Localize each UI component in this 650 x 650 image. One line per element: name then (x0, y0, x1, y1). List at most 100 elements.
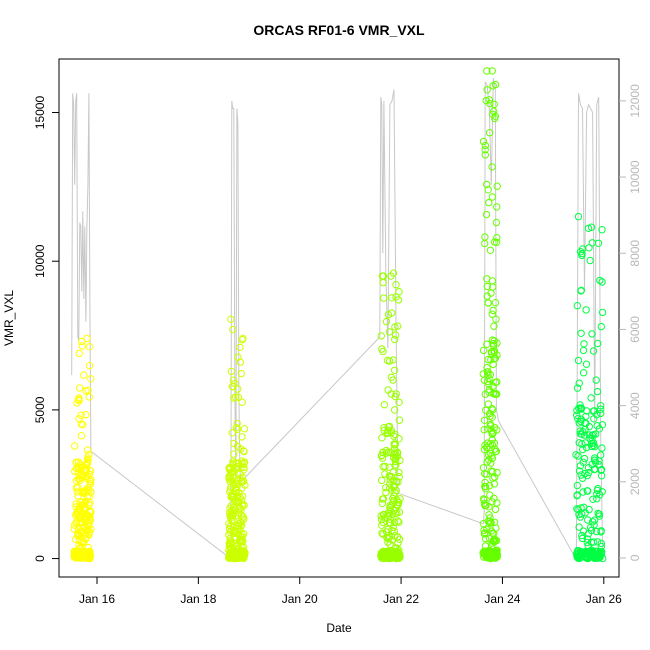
data-point (479, 137, 488, 146)
data-point (481, 151, 489, 159)
data-point (382, 484, 390, 492)
data-point (228, 467, 236, 476)
data-point (479, 520, 488, 528)
x-tick-label: Jan 18 (180, 592, 216, 606)
data-point (229, 481, 238, 489)
data-point (489, 306, 497, 315)
data-point (481, 547, 490, 555)
data-point (590, 465, 598, 474)
altitude-line-layer (71, 77, 604, 560)
data-point (384, 525, 392, 533)
data-point (486, 420, 495, 429)
data-point (75, 530, 83, 538)
data-point (574, 212, 583, 221)
data-point (483, 282, 491, 291)
data-point (487, 459, 495, 467)
data-point (579, 346, 588, 355)
data-point (394, 296, 403, 304)
data-point (229, 459, 238, 468)
data-point (597, 402, 605, 410)
data-point (227, 553, 235, 561)
data-point (231, 379, 239, 388)
data-point (486, 440, 495, 448)
data-point (488, 67, 496, 75)
data-point (392, 461, 400, 469)
data-point (230, 439, 238, 448)
data-point (76, 476, 84, 485)
data-point (238, 398, 246, 406)
data-point (487, 289, 495, 297)
data-point (583, 487, 591, 495)
x-tick-label: Jan 24 (484, 592, 520, 606)
data-point (85, 531, 93, 539)
series-rf05 (572, 212, 607, 563)
data-point (85, 519, 93, 528)
data-point (599, 554, 607, 563)
data-point (238, 535, 247, 544)
data-point (593, 387, 602, 396)
data-point (85, 450, 93, 459)
data-point (77, 411, 85, 419)
data-point (82, 387, 90, 395)
data-point (226, 539, 234, 547)
data-point (492, 548, 500, 557)
data-point (493, 390, 501, 398)
data-point (597, 539, 605, 548)
data-point (236, 470, 244, 478)
data-point (574, 356, 583, 365)
data-point (395, 473, 403, 481)
data-point (485, 388, 493, 396)
data-point (226, 548, 234, 556)
y-left-tick-label: 10000 (33, 244, 47, 278)
data-point (491, 80, 500, 89)
data-point (386, 484, 394, 492)
data-point (486, 449, 495, 458)
data-point (378, 521, 386, 529)
data-point (240, 463, 248, 472)
data-point (598, 278, 606, 286)
y-axis-left: 0 5000 10000 15000 (33, 96, 59, 562)
data-point (584, 516, 592, 524)
data-point (574, 415, 582, 423)
data-point (227, 367, 236, 376)
data-point (573, 411, 581, 419)
altitude-line (71, 77, 604, 560)
data-point (378, 499, 386, 508)
data-point (578, 534, 587, 543)
data-point (595, 510, 603, 518)
data-point (391, 335, 399, 344)
series-rf04 (479, 67, 501, 563)
data-point (229, 450, 238, 458)
data-point (593, 490, 601, 498)
data-point (378, 434, 386, 442)
data-point (491, 114, 499, 123)
data-point (228, 506, 236, 515)
data-point (227, 471, 235, 480)
data-point (575, 523, 583, 531)
y-left-tick-label: 5000 (33, 396, 47, 423)
data-point (390, 441, 399, 449)
data-point (486, 99, 494, 108)
y-right-tick-label: 6000 (628, 316, 642, 343)
y-left-tick-label: 0 (33, 555, 47, 562)
data-point (576, 401, 584, 409)
data-point (490, 518, 499, 526)
data-point (389, 356, 397, 364)
x-tick-label: Jan 16 (79, 592, 115, 606)
data-point (589, 441, 598, 450)
data-point (488, 163, 496, 171)
data-point (72, 477, 81, 485)
data-point (598, 421, 607, 429)
data-point (480, 376, 489, 384)
data-point (393, 500, 401, 509)
data-point (232, 553, 240, 562)
data-point (490, 494, 498, 502)
data-point (394, 517, 402, 525)
data-point (487, 467, 495, 475)
data-point (590, 521, 598, 529)
data-point (382, 488, 390, 497)
data-point (234, 353, 242, 361)
data-point (593, 486, 602, 495)
data-point (592, 527, 601, 536)
data-point (80, 471, 88, 479)
